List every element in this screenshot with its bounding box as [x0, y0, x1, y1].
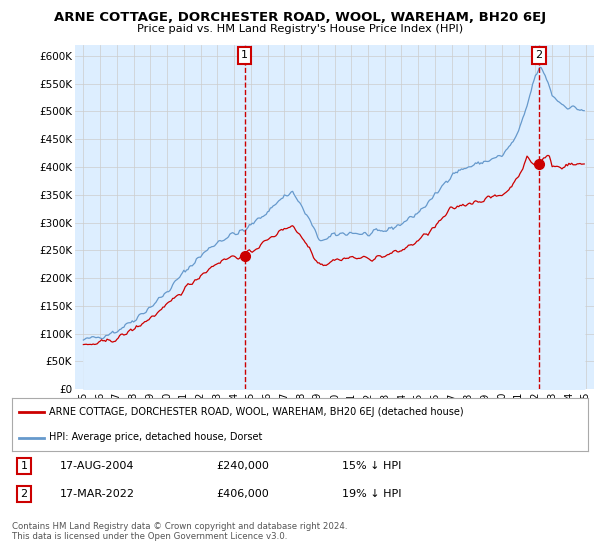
Text: 17-AUG-2004: 17-AUG-2004 — [60, 461, 134, 471]
Text: ARNE COTTAGE, DORCHESTER ROAD, WOOL, WAREHAM, BH20 6EJ (detached house): ARNE COTTAGE, DORCHESTER ROAD, WOOL, WAR… — [49, 408, 464, 418]
Text: 17-MAR-2022: 17-MAR-2022 — [60, 489, 135, 499]
Text: 2: 2 — [535, 50, 542, 60]
Text: 1: 1 — [20, 461, 28, 471]
Text: Contains HM Land Registry data © Crown copyright and database right 2024.
This d: Contains HM Land Registry data © Crown c… — [12, 522, 347, 542]
Text: £406,000: £406,000 — [216, 489, 269, 499]
Text: Price paid vs. HM Land Registry's House Price Index (HPI): Price paid vs. HM Land Registry's House … — [137, 24, 463, 34]
Text: ARNE COTTAGE, DORCHESTER ROAD, WOOL, WAREHAM, BH20 6EJ: ARNE COTTAGE, DORCHESTER ROAD, WOOL, WAR… — [54, 11, 546, 24]
Text: 2: 2 — [20, 489, 28, 499]
Text: HPI: Average price, detached house, Dorset: HPI: Average price, detached house, Dors… — [49, 432, 263, 442]
Text: 19% ↓ HPI: 19% ↓ HPI — [342, 489, 401, 499]
Text: £240,000: £240,000 — [216, 461, 269, 471]
Text: 15% ↓ HPI: 15% ↓ HPI — [342, 461, 401, 471]
Text: 1: 1 — [241, 50, 248, 60]
